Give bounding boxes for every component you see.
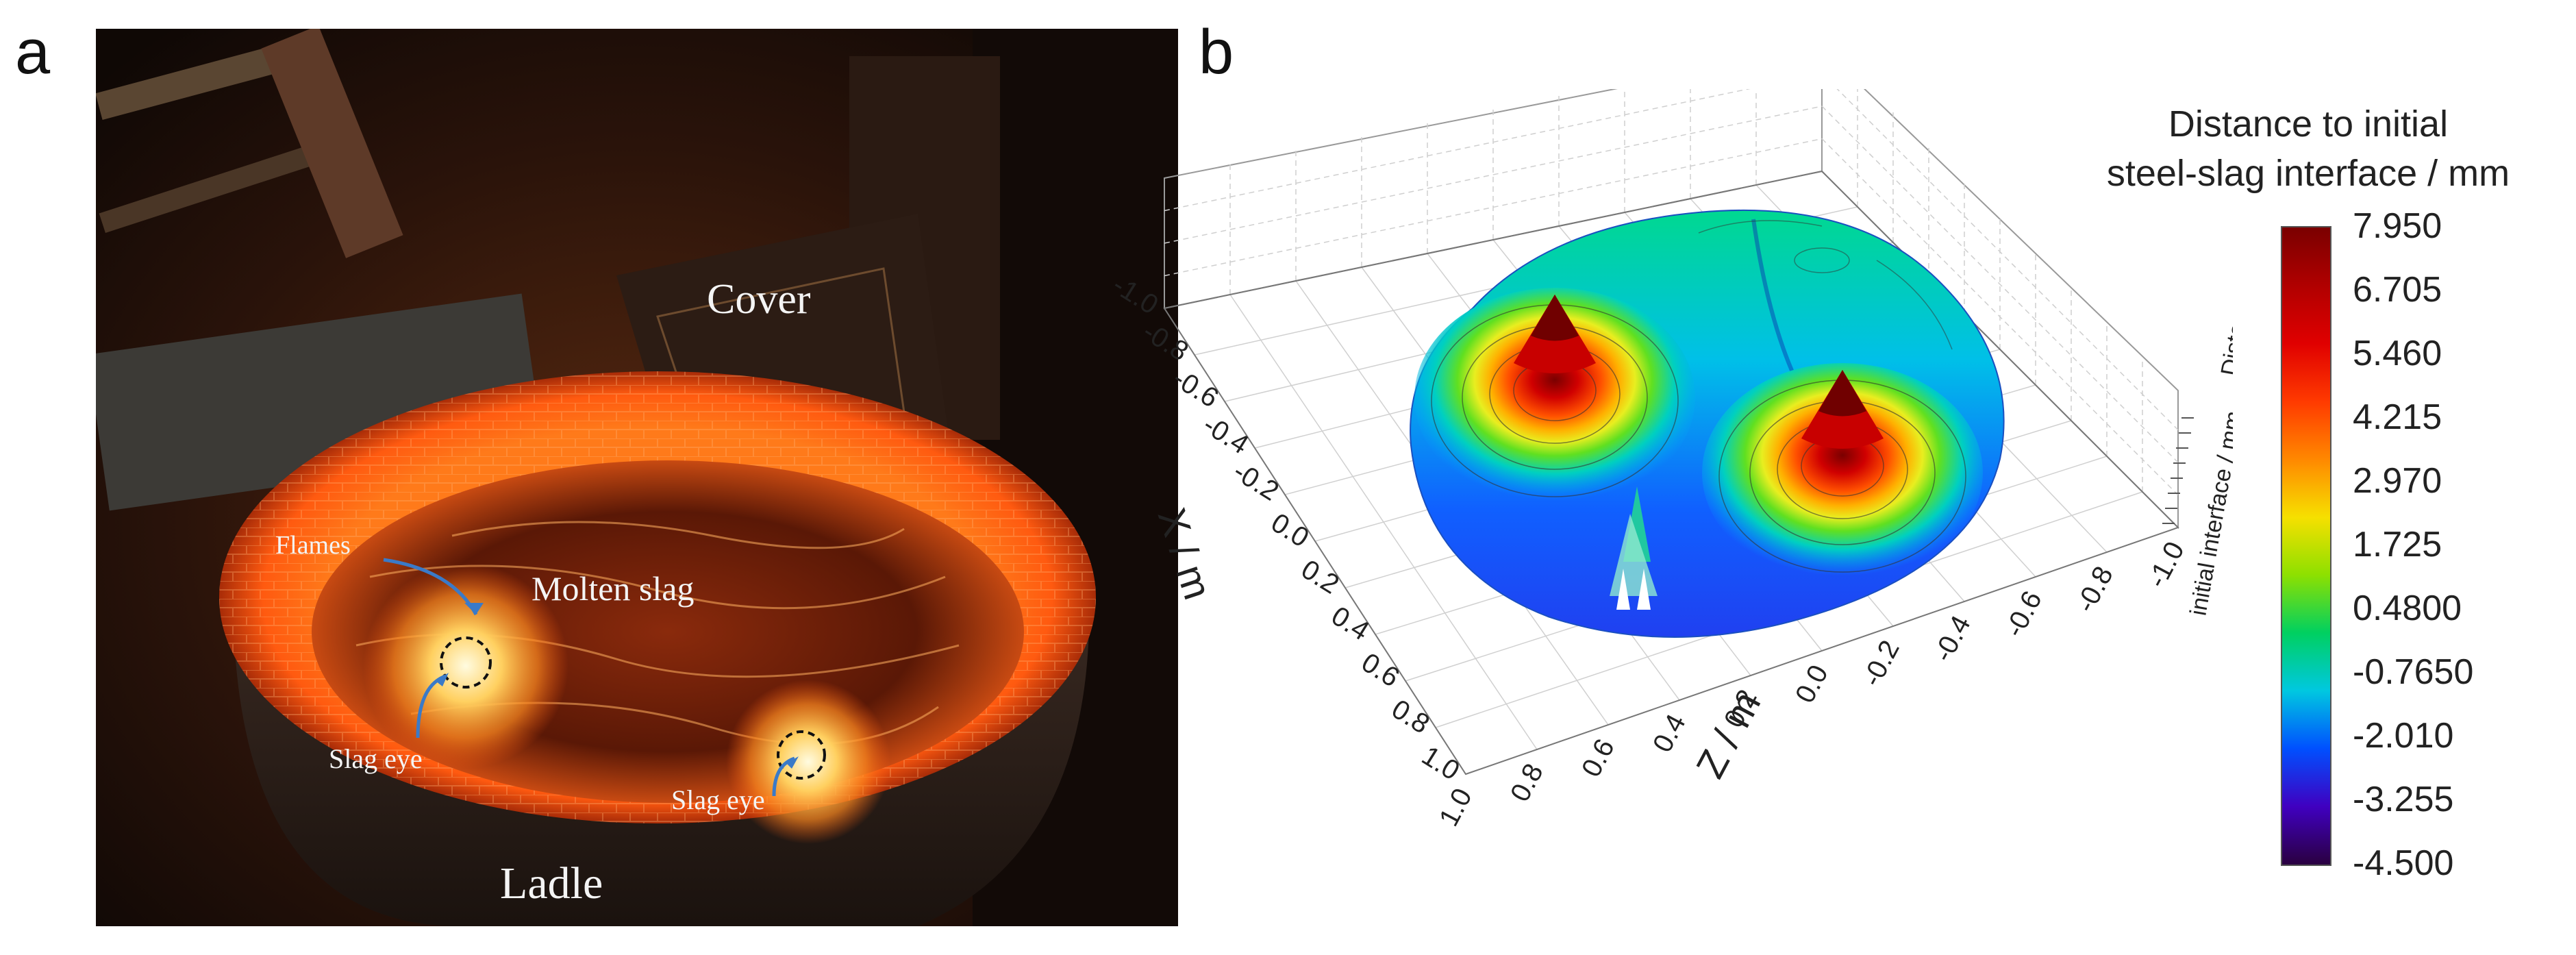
z-tick-label: 0.4 — [1647, 710, 1692, 758]
z-tick-label: 0.0 — [1790, 660, 1834, 708]
x-tick-label: -0.4 — [1198, 410, 1254, 460]
panel-letter-b: b — [1199, 17, 1234, 87]
surface-disc — [1410, 209, 2005, 638]
label-cover: Cover — [707, 276, 811, 323]
colorbar-label: 0.4800 — [2353, 588, 2462, 628]
x-tick-label: 0.6 — [1356, 647, 1404, 693]
vertical-axis-title-line1: Distance to — [2216, 258, 2233, 377]
x-tick-label: -0.2 — [1228, 456, 1284, 507]
z-tick-label: -1.0 — [2142, 537, 2190, 593]
panel-letter-a: a — [15, 17, 51, 87]
colorbar-label: -2.010 — [2353, 716, 2454, 756]
z-axis-title: Z / m — [1688, 684, 1769, 785]
z-tick-label: -0.2 — [1857, 636, 1905, 692]
vertical-axis-ticks — [2162, 417, 2194, 524]
z-tick-label: -0.4 — [1928, 611, 1977, 667]
colorbar-label: 5.460 — [2353, 334, 2442, 373]
x-axis-title: X / m — [1149, 503, 1221, 605]
surface-plot: -1.0 -0.8 -0.6 -0.4 -0.2 0.0 0.2 0.4 0.6 0.8 1.0 1… — [1108, 47, 2262, 945]
back-wall-grid — [1164, 55, 2179, 496]
z-tick-label: -0.6 — [1999, 586, 2048, 643]
x-tick-label: 0.2 — [1296, 554, 1344, 600]
x-tick-label: 0.0 — [1266, 508, 1314, 554]
colorbar-label: 1.725 — [2353, 525, 2442, 565]
x-tick-label: 1.0 — [1416, 741, 1464, 786]
colorbar-title-line2: steel-slag interface / mm — [2106, 153, 2510, 194]
label-molten-slag: Molten slag — [532, 569, 695, 608]
colorbar-label: 6.705 — [2353, 270, 2442, 310]
z-tick-label: 1.0 — [1434, 784, 1478, 832]
ladle-photo: Cover Flames Molten slag Slag eye Slag e… — [87, 25, 1178, 926]
x-tick-label: 0.4 — [1326, 601, 1374, 647]
colorbar-label: 2.970 — [2353, 461, 2442, 501]
label-ladle: Ladle — [500, 858, 603, 908]
colorbar-title-line1: Distance to initial — [2168, 103, 2449, 145]
z-tick-label: 0.8 — [1505, 759, 1549, 807]
label-slag-eye-right: Slag eye — [671, 784, 765, 815]
x-tick-label: -0.6 — [1168, 363, 1224, 414]
vertical-axis-title-line2: initial interface / mm — [2185, 409, 2233, 617]
z-tick-label: 0.6 — [1576, 734, 1621, 782]
colorbar-label: -3.255 — [2353, 780, 2454, 819]
label-slag-eye-left: Slag eye — [329, 743, 423, 774]
x-tick-label: -1.0 — [1110, 270, 1164, 321]
colorbar-label: -4.500 — [2353, 843, 2454, 883]
surface-plot-svg: -1.0-0.8-0.6-0.4-0.20.00.20.40.60.81.0 1… — [1108, 47, 2262, 832]
x-tick-label: 0.8 — [1386, 694, 1434, 740]
colorbar-labels: 7.950 6.705 5.460 4.215 2.970 1.725 0.4800 -0.7… — [2353, 206, 2558, 891]
z-tick-label: -0.8 — [2071, 562, 2119, 618]
colorbar-label: -0.7650 — [2353, 652, 2474, 692]
label-flames: Flames — [275, 531, 351, 560]
colorbar-label: 7.950 — [2353, 206, 2442, 246]
colorbar-label: 4.215 — [2353, 397, 2442, 437]
colorbar — [2281, 226, 2331, 866]
x-tick-label: -0.8 — [1138, 317, 1194, 367]
ladle-photo-illustration — [87, 25, 1178, 926]
